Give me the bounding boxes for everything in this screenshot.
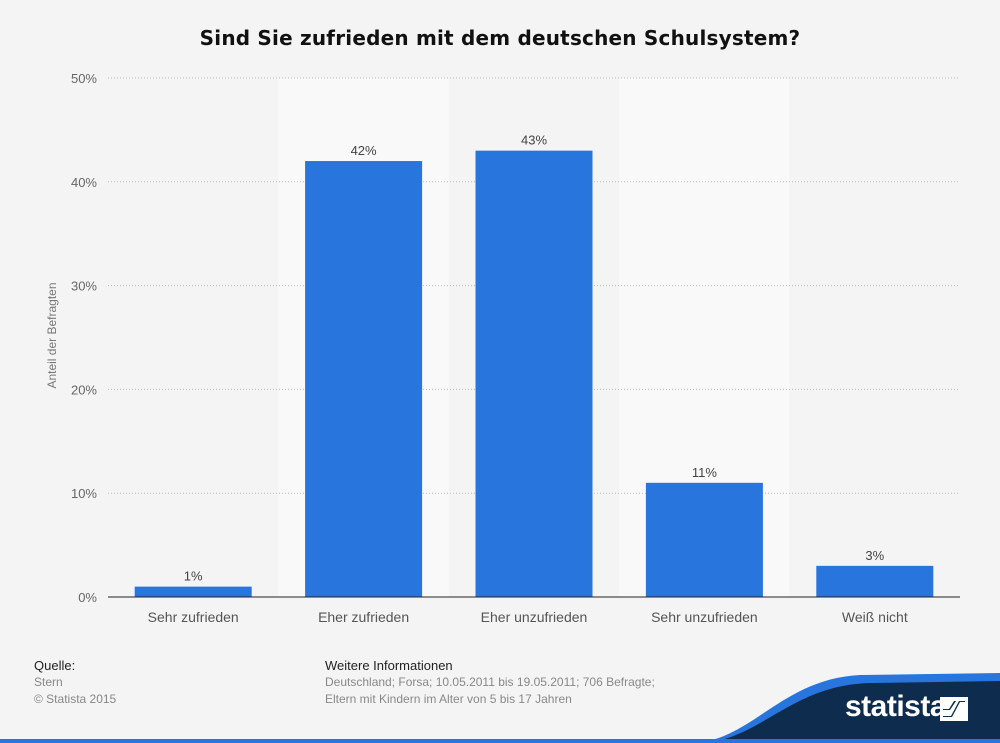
y-tick-label: 40% <box>71 175 97 190</box>
category-band <box>789 78 960 597</box>
y-tick-label: 20% <box>71 382 97 397</box>
y-tick-label: 10% <box>71 486 97 501</box>
y-tick-label: 50% <box>71 71 97 86</box>
y-axis-label: Anteil der Befragten <box>45 282 59 388</box>
y-axis-ticks: 0% 10% 20% 30% 40% 50% <box>71 71 97 605</box>
source-heading: Quelle: <box>34 658 76 673</box>
value-label: 3% <box>865 548 884 563</box>
info-line: Eltern mit Kindern im Alter von 5 bis 17… <box>325 692 572 706</box>
value-label: 1% <box>184 569 203 584</box>
value-label: 43% <box>521 133 547 148</box>
x-axis-ticks: Sehr zufrieden Eher zufrieden Eher unzufri… <box>148 609 908 625</box>
x-tick-label: Eher zufrieden <box>318 609 409 625</box>
copyright-line: © Statista 2015 <box>34 692 117 706</box>
statista-logo-text[interactable]: statista <box>845 690 947 723</box>
y-tick-label: 0% <box>78 590 97 605</box>
info-block: Weitere Informationen Deutschland; Forsa… <box>325 657 655 708</box>
chart-title: Sind Sie zufrieden mit dem deutschen Sch… <box>199 26 801 50</box>
statista-logo-icon <box>940 697 968 721</box>
source-block: Quelle: Stern © Statista 2015 <box>34 657 116 708</box>
bottom-accent-line <box>0 739 1000 743</box>
info-line: Deutschland; Forsa; 10.05.2011 bis 19.05… <box>325 675 655 689</box>
x-tick-label: Sehr zufrieden <box>148 609 239 625</box>
bar[interactable] <box>816 565 934 597</box>
bar[interactable] <box>645 482 763 597</box>
info-heading: Weitere Informationen <box>325 658 453 673</box>
x-tick-label: Weiß nicht <box>842 609 908 625</box>
bar[interactable] <box>475 150 593 597</box>
bar[interactable] <box>134 586 252 597</box>
bar[interactable] <box>305 161 423 598</box>
bars <box>134 150 934 598</box>
x-tick-label: Sehr unzufrieden <box>651 609 758 625</box>
value-label: 42% <box>351 143 377 158</box>
bar-chart: 0% 10% 20% 30% 40% 50% 1% 42% 43% 11% 3% Sehr zuf… <box>45 71 960 625</box>
y-tick-label: 30% <box>71 279 97 294</box>
category-band <box>108 78 279 597</box>
value-label: 11% <box>692 465 717 480</box>
brand-banner <box>690 673 1000 743</box>
x-tick-label: Eher unzufrieden <box>481 609 588 625</box>
value-labels: 1% 42% 43% 11% 3% <box>184 133 885 584</box>
source-line: Stern <box>34 675 63 689</box>
